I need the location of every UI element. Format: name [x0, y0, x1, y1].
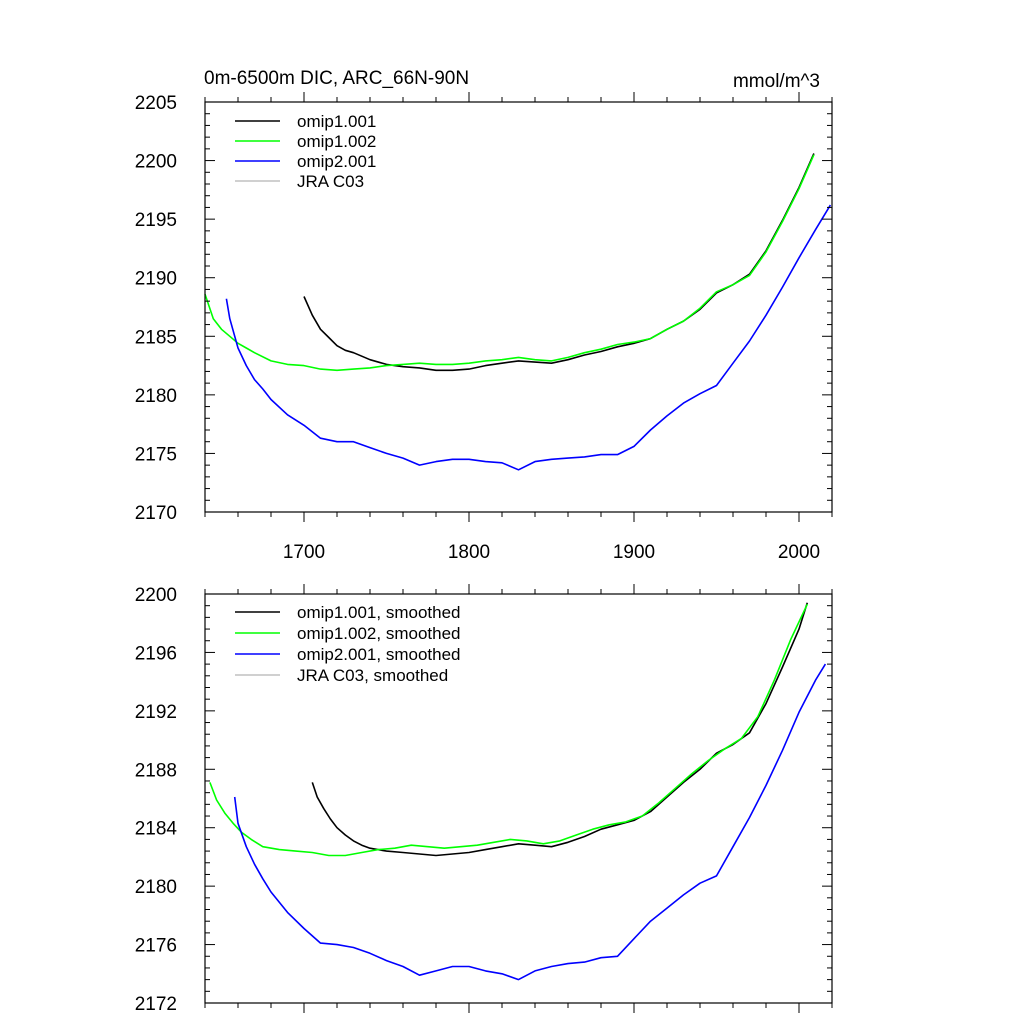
- y-tick-label: 2184: [135, 819, 178, 840]
- x-tick-label: 2000: [778, 542, 820, 563]
- y-tick-label: 2180: [135, 877, 177, 898]
- y-tick-label: 2195: [135, 210, 177, 231]
- plot-frame: [204, 593, 833, 1004]
- chart-units: mmol/m^3: [733, 71, 820, 92]
- y-tick-label: 2192: [135, 702, 177, 723]
- panel-bottom: 2172 2176 2180 2184 2188 2192 2196 2200 omip1.00…: [135, 584, 833, 1015]
- series-line-omip1-001: [311, 602, 809, 857]
- series-line-omip1-002: [204, 154, 815, 372]
- y-tick-label: 2188: [135, 760, 177, 781]
- x-tick-label: 1900: [613, 542, 655, 563]
- legend-label: JRA C03: [297, 172, 364, 191]
- x-tick-label: 1700: [283, 542, 325, 563]
- y-tick-label: 2205: [135, 93, 177, 114]
- y-tick-label: 2175: [135, 444, 177, 465]
- legend-label: JRA C03, smoothed: [297, 666, 448, 685]
- y-tick-label: 2172: [135, 994, 177, 1015]
- y-tick-label: 2176: [135, 936, 177, 957]
- series-line-omip1-001: [303, 153, 815, 372]
- series-line-omip2-001: [225, 204, 832, 471]
- legend-label: omip1.001: [297, 112, 376, 131]
- y-tick-label: 2180: [135, 386, 177, 407]
- y-tick-label: 2196: [135, 643, 177, 664]
- chart-title: 0m-6500m DIC, ARC_66N-90N: [204, 68, 469, 89]
- plot-frame: [204, 101, 833, 513]
- legend-label: omip1.002, smoothed: [297, 624, 461, 643]
- y-tick-label: 2170: [135, 503, 177, 524]
- y-tick-label: 2185: [135, 327, 177, 348]
- x-tick-label: 1800: [448, 542, 490, 563]
- legend-label: omip1.001, smoothed: [297, 603, 461, 622]
- y-tick-label: 2190: [135, 269, 177, 290]
- series-line-omip2-001: [233, 663, 827, 981]
- y-tick-label: 2200: [135, 152, 177, 173]
- series-line-omip1-002: [209, 603, 809, 857]
- y-tick-label: 2200: [135, 585, 177, 606]
- legend-label: omip2.001: [297, 152, 376, 171]
- legend-label: omip2.001, smoothed: [297, 645, 461, 664]
- panel-top: 0m-6500m DIC, ARC_66N-90N mmol/m^3 2170 2…: [135, 68, 833, 563]
- legend-label: omip1.002: [297, 132, 376, 151]
